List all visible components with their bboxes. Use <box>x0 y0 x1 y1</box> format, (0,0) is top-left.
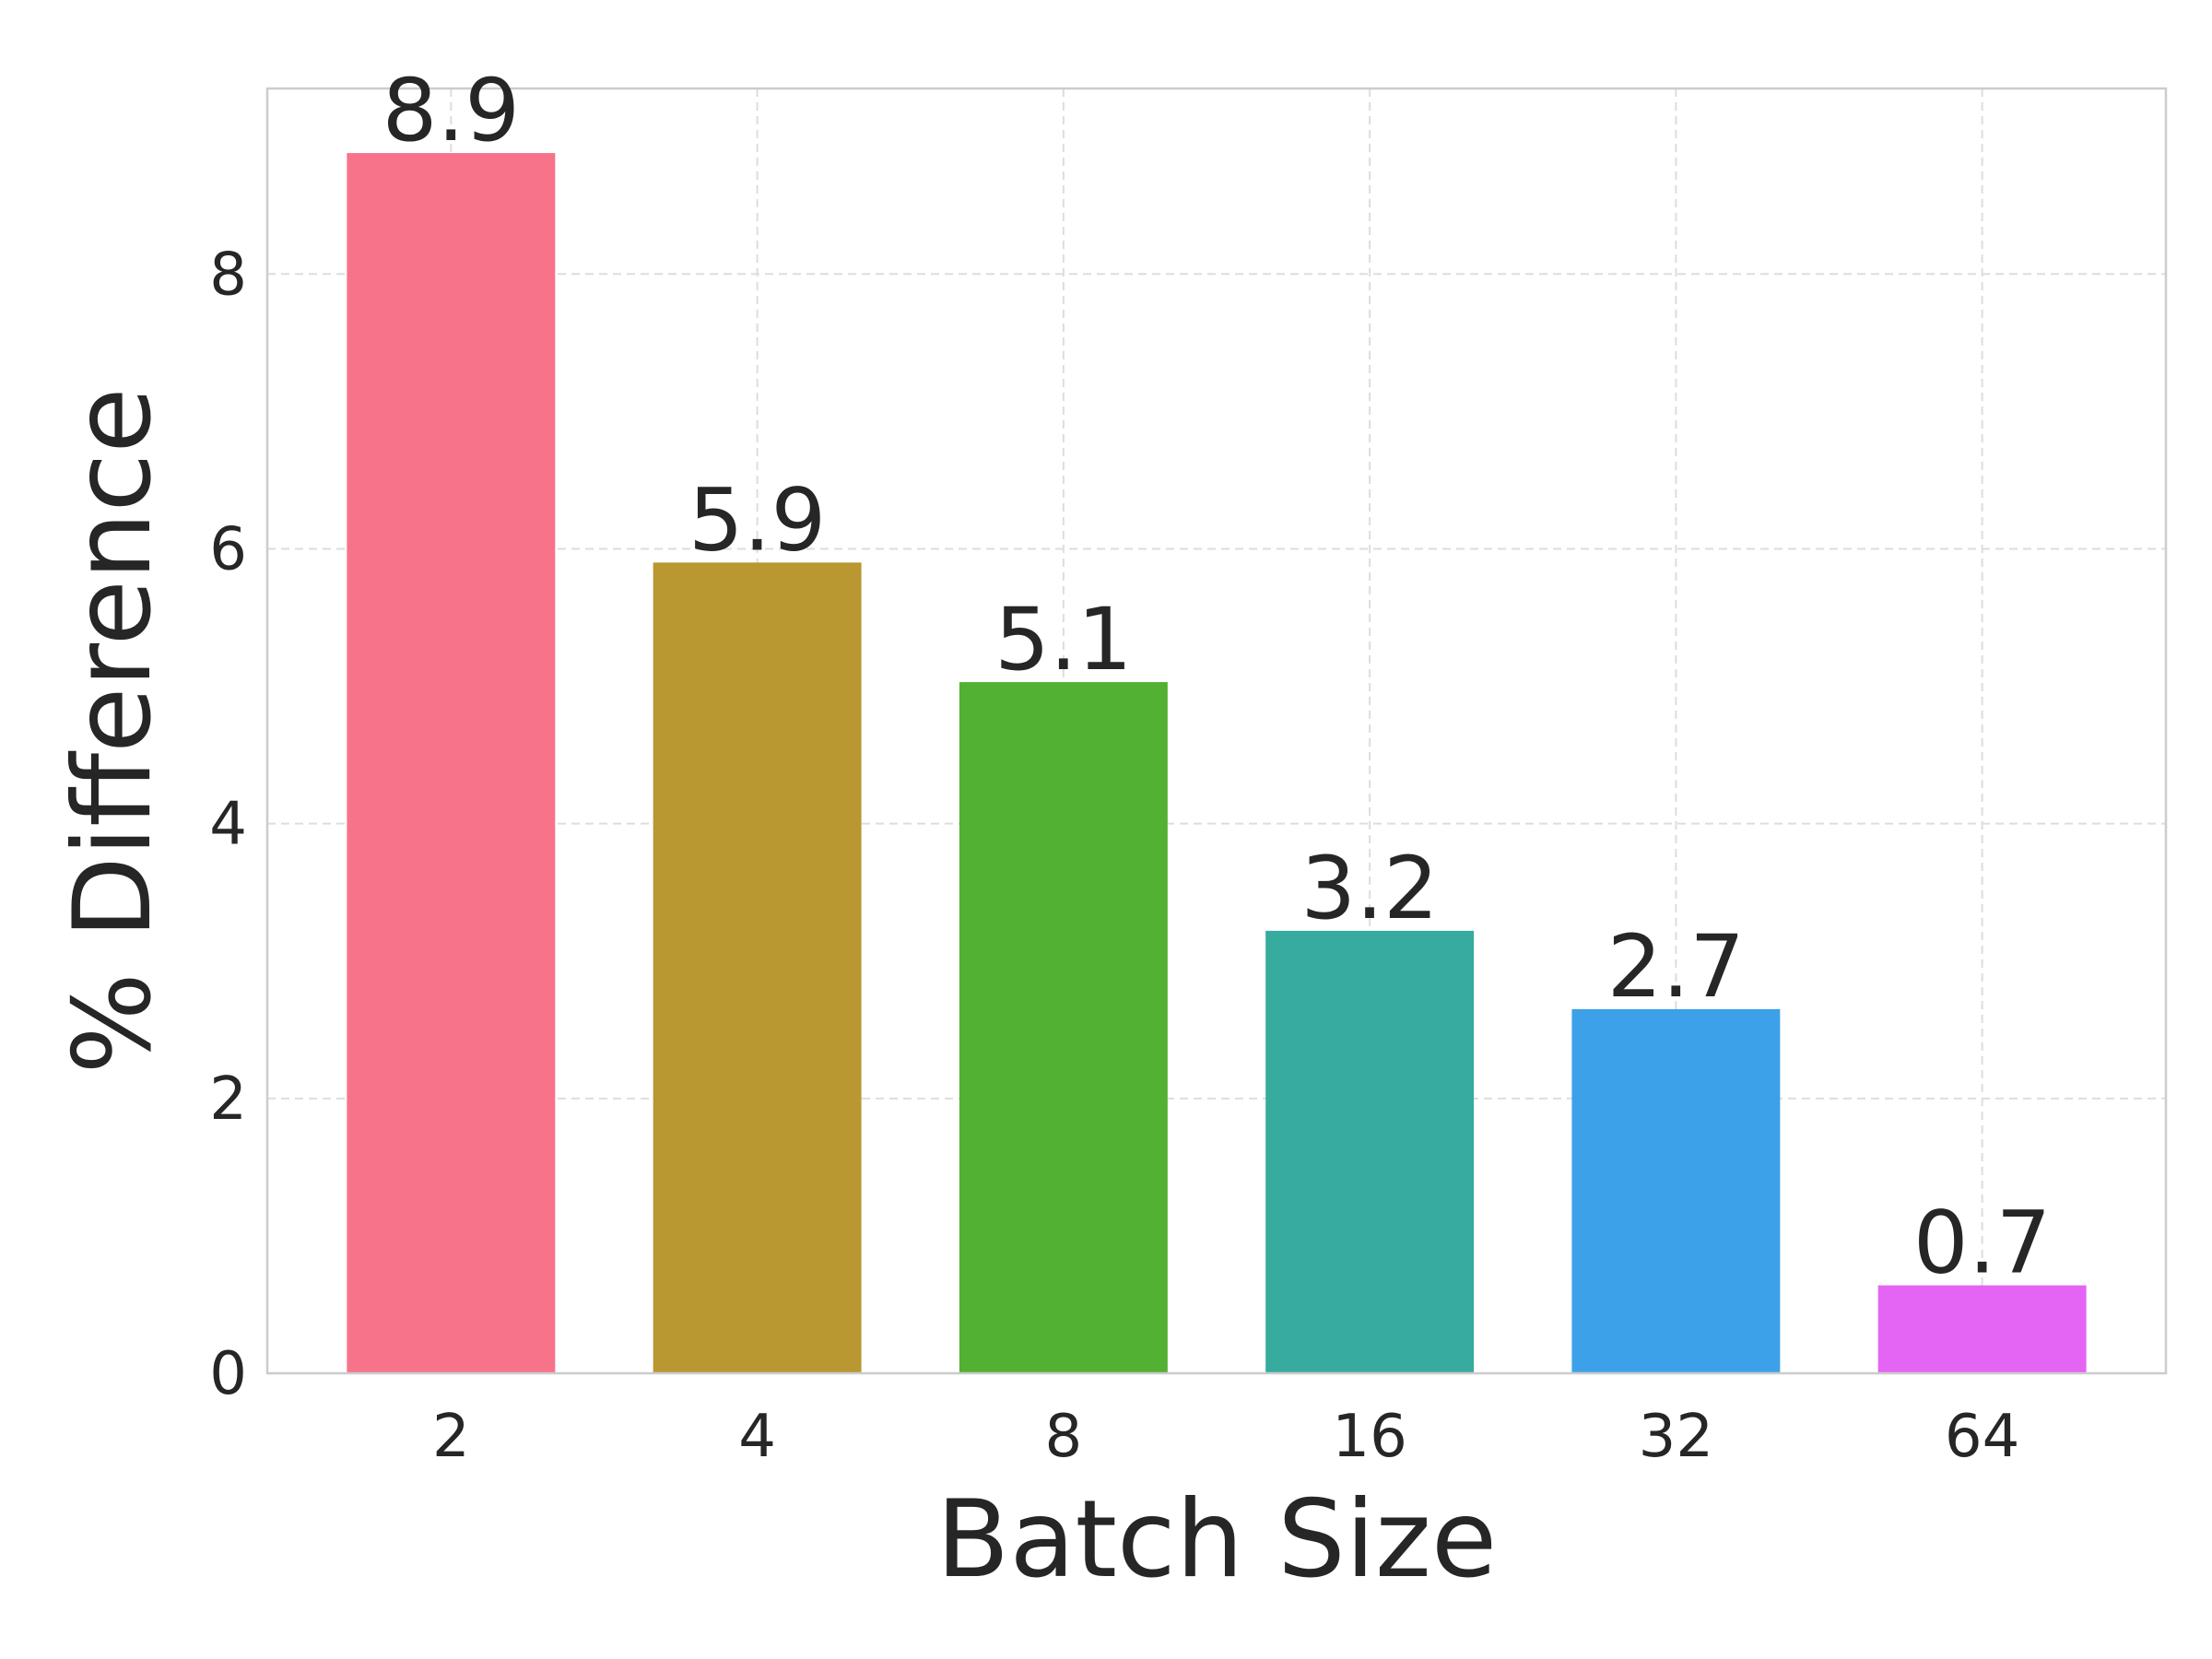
bar-value-label: 0.7 <box>1913 1194 2052 1294</box>
bar-value-label: 8.9 <box>382 61 521 161</box>
bar-value-label: 2.7 <box>1607 917 1746 1018</box>
bar-2 <box>347 153 556 1373</box>
bars <box>347 153 2087 1373</box>
plot-frame <box>265 87 2168 1375</box>
y-tick-label: 4 <box>209 791 247 859</box>
y-tick-label: 2 <box>209 1065 247 1134</box>
y-axis-title: % Difference <box>51 387 175 1074</box>
x-tick-label: 2 <box>432 1403 470 1471</box>
bar-16 <box>1265 930 1475 1373</box>
y-tick-labels: 0 2 4 6 8 <box>209 241 247 1408</box>
x-tick-labels: 2 4 8 16 32 64 <box>432 1403 2019 1471</box>
bar-32 <box>1571 1008 1781 1373</box>
bar-value-label: 5.9 <box>688 470 827 571</box>
x-tick-label: 8 <box>1045 1403 1083 1471</box>
x-tick-label: 16 <box>1332 1403 1406 1471</box>
x-tick-label: 32 <box>1639 1403 1713 1471</box>
x-tick-label: 4 <box>738 1403 776 1471</box>
bar-8 <box>959 682 1168 1373</box>
y-tick-label: 0 <box>209 1340 247 1408</box>
x-tick-label: 64 <box>1945 1403 2019 1471</box>
data-labels: 8.9 5.9 5.1 3.2 2.7 0.7 <box>382 61 2052 1294</box>
x-axis-title: Batch Size <box>936 1477 1497 1602</box>
bar-4 <box>653 562 862 1373</box>
y-tick-label: 8 <box>209 241 247 309</box>
bar-64 <box>1877 1285 2087 1373</box>
y-tick-label: 6 <box>209 515 247 583</box>
bar-value-label: 5.1 <box>994 590 1133 690</box>
bar-value-label: 3.2 <box>1300 839 1439 939</box>
